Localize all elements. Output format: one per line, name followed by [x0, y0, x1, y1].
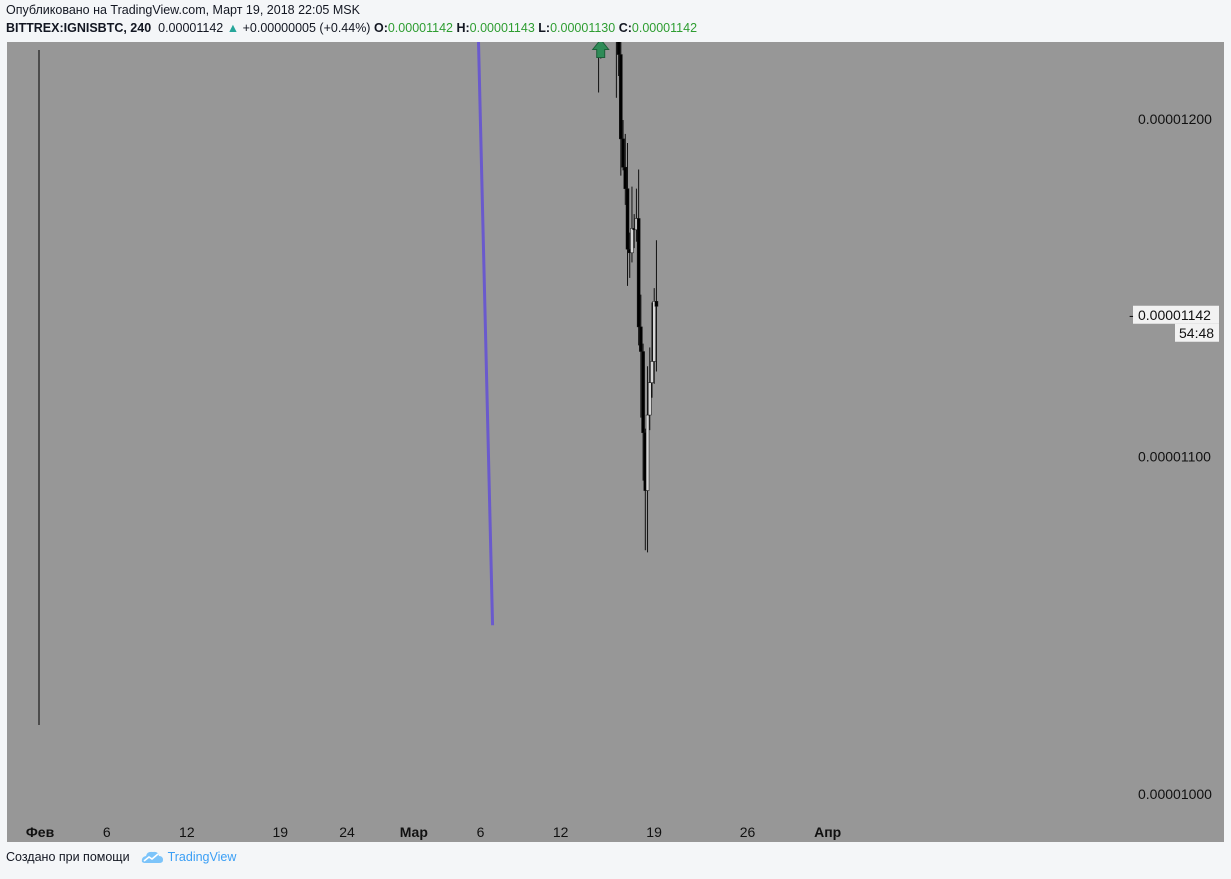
- y-tick-label: 0.00001100: [1138, 449, 1211, 465]
- tradingview-cloud-icon: [141, 851, 163, 863]
- x-tick-label: Фев: [26, 824, 55, 840]
- x-tick-label: 24: [339, 824, 355, 840]
- x-tick-label: 19: [273, 824, 289, 840]
- x-tick-label: 12: [179, 824, 195, 840]
- triangle-up-icon: ▲: [226, 21, 240, 35]
- candle-body: [625, 188, 630, 250]
- y-tick-label: 0.00001200: [1138, 111, 1212, 127]
- created-with-text: Создано при помощи: [6, 850, 130, 864]
- countdown-badge: [1175, 323, 1219, 342]
- high-value: 0.00001143: [469, 21, 535, 35]
- countdown-label: 54:48: [1179, 325, 1214, 341]
- chart-area[interactable]: 0.000010000.000011000.000012000.00001300…: [7, 42, 1224, 842]
- symbol-label[interactable]: BITTREX:IGNISBTC, 240: [6, 21, 152, 35]
- tradingview-logo[interactable]: TradingView: [140, 850, 237, 864]
- x-tick-label: 6: [103, 824, 111, 840]
- candle-body: [630, 228, 634, 254]
- last-price-label: 0.00001142: [1138, 307, 1211, 323]
- candle-body: [652, 301, 656, 362]
- low-value: 0.00001130: [550, 21, 616, 35]
- last-price-badge: [1133, 305, 1219, 324]
- x-tick-label: Апр: [814, 824, 841, 840]
- close-value: 0.00001142: [631, 21, 698, 35]
- open-label: O:: [373, 21, 388, 35]
- candle-body: [654, 301, 659, 307]
- price-change: +0.00000005 (+0.44%): [242, 21, 371, 35]
- candle-body: [648, 382, 652, 416]
- ohlc-legend: BITTREX:IGNISBTC, 240 0.00001142 ▲ +0.00…: [6, 21, 697, 35]
- x-tick-label: 19: [646, 824, 662, 840]
- arrow-up-icon[interactable]: [591, 42, 610, 58]
- x-tick-label: Мар: [400, 824, 428, 840]
- candle-body: [639, 326, 643, 352]
- y-tick-label: 0.00001000: [1138, 786, 1212, 802]
- footer: Создано при помощи TradingView: [6, 850, 236, 864]
- x-tick-label: 26: [740, 824, 756, 840]
- low-label: L:: [538, 21, 551, 35]
- candle-body: [641, 351, 645, 433]
- close-label: C:: [618, 21, 632, 35]
- candle-body: [636, 218, 641, 328]
- candle-body: [621, 138, 625, 168]
- last-price-tick: -: [1129, 307, 1134, 323]
- x-tick-label: 12: [553, 824, 569, 840]
- x-tick-label: 6: [477, 824, 485, 840]
- candle-body: [650, 361, 654, 383]
- published-note: Опубликовано на TradingView.com, Март 19…: [6, 3, 360, 17]
- high-label: H:: [456, 21, 470, 35]
- candle-body: [645, 414, 650, 491]
- trend-line[interactable]: [441, 42, 495, 626]
- open-value: 0.00001142: [387, 21, 453, 35]
- price-chart[interactable]: 0.000010000.000011000.000012000.00001300…: [7, 42, 1224, 842]
- candle-body: [623, 166, 628, 189]
- tradingview-brand[interactable]: TradingView: [167, 850, 237, 864]
- last-price: 0.00001142: [158, 21, 224, 35]
- candle-body: [616, 42, 621, 55]
- candle-body: [619, 54, 623, 140]
